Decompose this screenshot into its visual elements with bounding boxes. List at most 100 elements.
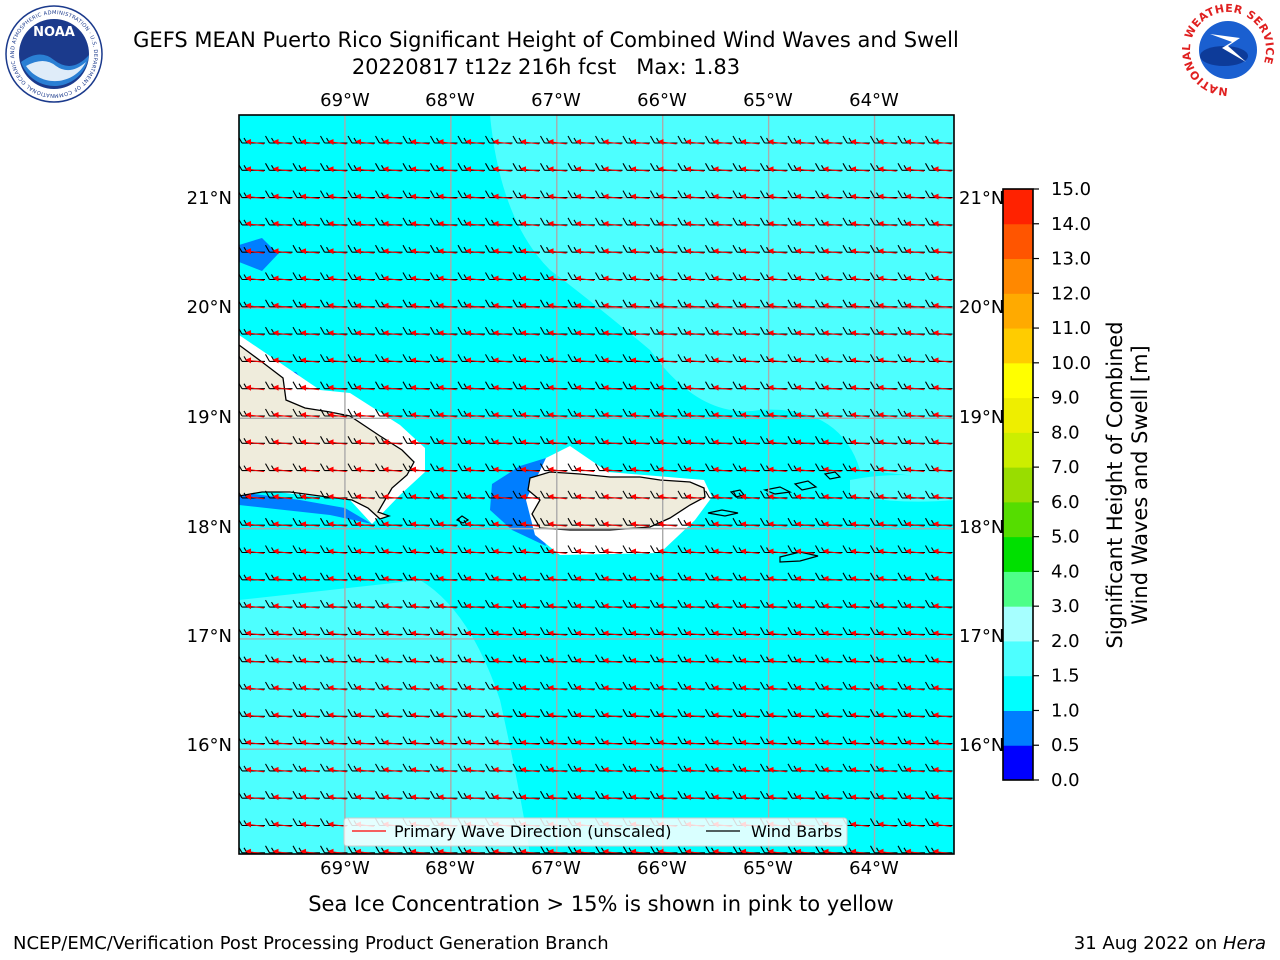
vector-cell [512,463,540,473]
vector-cell [402,163,430,173]
vector-cell [265,190,293,200]
vector-cell [320,517,348,528]
vector-cell [320,790,348,801]
vector-cell [842,381,870,391]
low-wave-patch-nw [239,238,278,271]
vector-cell [512,736,540,746]
vector-cell [265,763,293,773]
vector-cell [239,436,265,446]
vector-cell [567,627,595,637]
vector-cell [842,326,870,337]
vector-cell [677,135,705,145]
colorbar-tick-label: 4.0 [1051,561,1080,582]
lat-label-left-3: 19°N [187,407,232,428]
vector-cell [842,545,870,555]
vector-cell [760,736,788,746]
vector-cell [347,763,375,773]
vector-cell [292,517,320,528]
vector-cell [897,709,925,719]
vector-cell [925,681,953,691]
vector-cell [512,436,540,446]
vector-cell [485,463,513,473]
vector-cell [402,736,430,746]
lat-label-right-5: 17°N [959,626,1004,647]
vector-cell [512,244,540,255]
vector-cell [292,463,320,473]
vector-cell [815,163,843,173]
vector-cell [375,408,403,418]
vector-cell [402,381,430,391]
vector-cell [320,381,348,391]
colorbar-tick-label: 0.0 [1051,770,1080,791]
footer-host: Hera [1222,933,1266,954]
vector-cell [457,299,485,309]
vector-cell [842,490,870,500]
vector-cell [375,490,403,500]
vector-cell [842,627,870,637]
colorbar-swatch [1003,362,1033,399]
vector-cell [320,599,348,610]
colorbar-swatch [1003,432,1033,468]
vector-cell [732,326,760,337]
vector-cell [567,736,595,746]
vector-cell [650,654,678,664]
vector-cell [567,763,595,773]
vector-cell [897,790,925,801]
chart-subtitle: 20220817 t12z 216h fcst Max: 1.83 [351,55,741,79]
vector-cell [567,436,595,446]
vector-cell [239,300,265,309]
vector-cell [842,436,870,446]
vector-cell [650,517,678,528]
vector-cell [677,408,705,418]
lon-label-bottom-3: 67°W [531,858,581,879]
colorbar-tick-label: 1.5 [1051,666,1080,687]
vector-cell [760,709,788,719]
vector-cell [622,272,650,282]
vector-cell [485,627,513,637]
vector-cell [375,135,403,145]
vector-cell [650,436,678,446]
vector-cell [595,790,623,801]
vector-cell [595,299,623,309]
vector-cell [239,600,265,610]
vector-cell [595,463,623,473]
vector-cell [430,436,458,446]
colorbar-swatch [1003,745,1033,781]
vector-cell [402,299,430,309]
vector-cell [320,845,348,854]
vector-cell [650,572,678,582]
vector-cell [705,436,733,446]
vector-cell [512,381,540,391]
vector-cell [622,545,650,555]
vector-cell [320,272,348,282]
vector-cell [595,326,623,337]
colorbar-tick-label: 10.0 [1051,353,1091,374]
vector-cell [512,190,540,200]
vector-cell [320,244,348,255]
vector-cell [787,545,815,555]
vector-cell [540,681,568,691]
vector-cell [677,299,705,309]
vector-cell [375,627,403,637]
vector-cell [320,135,348,145]
vector-cell [925,490,953,500]
vector-cell [732,163,760,173]
vector-cell [485,490,513,500]
vector-cell [622,790,650,801]
vector-cell [485,681,513,691]
vector-cell [457,654,485,664]
vector-cell [897,681,925,691]
vector-cell [622,763,650,773]
colorbar-swatch [1003,258,1033,294]
vector-cell [732,135,760,145]
vector-cell [265,709,293,719]
vector-cell [320,217,348,227]
graticule [239,115,954,854]
vector-cell [677,272,705,282]
colorbar-swatch [1003,675,1033,711]
vieques-island [707,509,739,517]
vector-cell [320,163,348,173]
vector-cell [925,436,953,446]
vector-cell [815,490,843,500]
vector-cell [375,763,403,773]
